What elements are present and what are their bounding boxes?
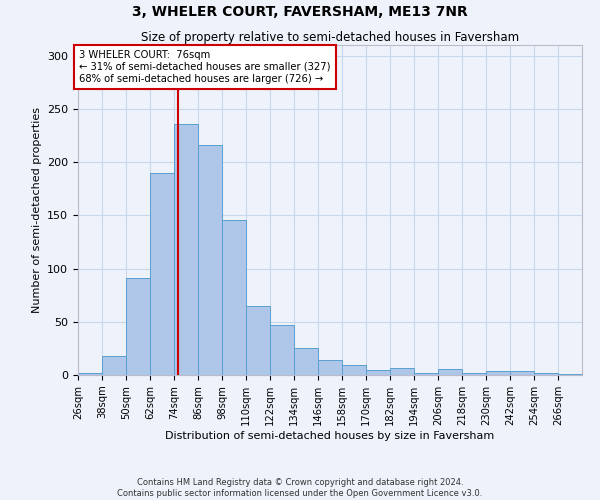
Text: 3, WHELER COURT, FAVERSHAM, ME13 7NR: 3, WHELER COURT, FAVERSHAM, ME13 7NR	[132, 5, 468, 19]
X-axis label: Distribution of semi-detached houses by size in Faversham: Distribution of semi-detached houses by …	[166, 430, 494, 440]
Bar	[126, 278, 150, 375]
Bar	[174, 124, 198, 375]
Text: Contains HM Land Registry data © Crown copyright and database right 2024.
Contai: Contains HM Land Registry data © Crown c…	[118, 478, 482, 498]
Y-axis label: Number of semi-detached properties: Number of semi-detached properties	[32, 107, 41, 313]
Text: 3 WHELER COURT:  76sqm
← 31% of semi-detached houses are smaller (327)
68% of se: 3 WHELER COURT: 76sqm ← 31% of semi-deta…	[79, 50, 331, 84]
Bar	[102, 356, 126, 375]
Bar	[294, 348, 318, 375]
Bar	[222, 220, 246, 375]
Bar	[414, 373, 438, 375]
Title: Size of property relative to semi-detached houses in Faversham: Size of property relative to semi-detach…	[141, 31, 519, 44]
Bar	[150, 172, 174, 375]
Bar	[486, 370, 510, 375]
Bar	[390, 368, 414, 375]
Bar	[342, 366, 366, 375]
Bar	[462, 373, 486, 375]
Bar	[366, 370, 390, 375]
Bar	[534, 373, 558, 375]
Bar	[438, 368, 462, 375]
Bar	[198, 145, 222, 375]
Bar	[270, 325, 294, 375]
Bar	[246, 306, 270, 375]
Bar	[510, 370, 534, 375]
Bar	[78, 373, 102, 375]
Bar	[318, 360, 342, 375]
Bar	[558, 374, 582, 375]
